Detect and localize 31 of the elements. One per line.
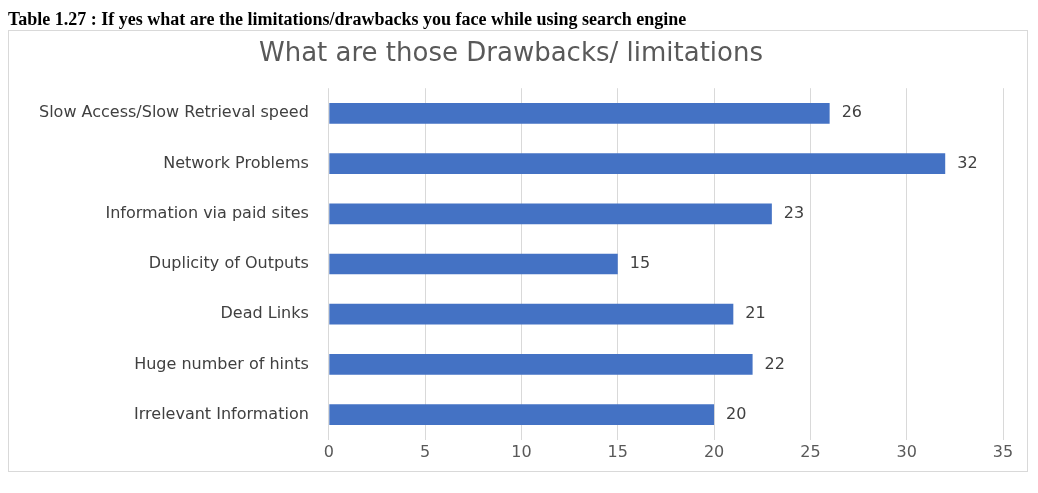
data-label: 22 — [764, 353, 785, 373]
x-tick-label: 10 — [511, 441, 532, 461]
y-tick-label: Dead Links — [220, 303, 309, 323]
caption: Table 1.27 : If yes what are the limitations/drawbacks you face while using search engine — [8, 8, 688, 30]
data-label: 20 — [726, 403, 747, 423]
y-tick-label: Huge number of hints — [134, 353, 309, 373]
x-tick-label: 30 — [896, 441, 917, 461]
y-tick-label: Duplicity of Outputs — [148, 253, 309, 273]
bar — [329, 102, 830, 124]
x-tick-label: 15 — [607, 441, 628, 461]
bar — [329, 404, 715, 426]
x-tick-label: 35 — [992, 441, 1014, 461]
data-label: 15 — [629, 253, 651, 273]
x-tick-label: 5 — [420, 441, 431, 461]
x-tick-label: 25 — [800, 441, 821, 461]
y-tick-label: Slow Access/Slow Retrieval speed — [39, 102, 309, 122]
bar — [329, 203, 772, 225]
bar — [329, 303, 734, 325]
y-tick-label: Information via paid sites — [105, 202, 309, 222]
y-tick-label: Irrelevant Information — [134, 403, 309, 423]
bar — [329, 253, 618, 275]
x-tick-label: 0 — [323, 441, 334, 461]
chart-title: What are those Drawbacks/ limitations — [258, 37, 764, 68]
data-label: 21 — [745, 303, 766, 323]
bar — [329, 354, 753, 375]
y-tick-label: Network Problems — [163, 152, 309, 172]
x-tick-label: 20 — [703, 441, 725, 461]
data-label: 32 — [957, 152, 978, 172]
bar — [329, 153, 946, 174]
data-label: 23 — [783, 202, 805, 222]
data-label: 26 — [841, 102, 862, 122]
